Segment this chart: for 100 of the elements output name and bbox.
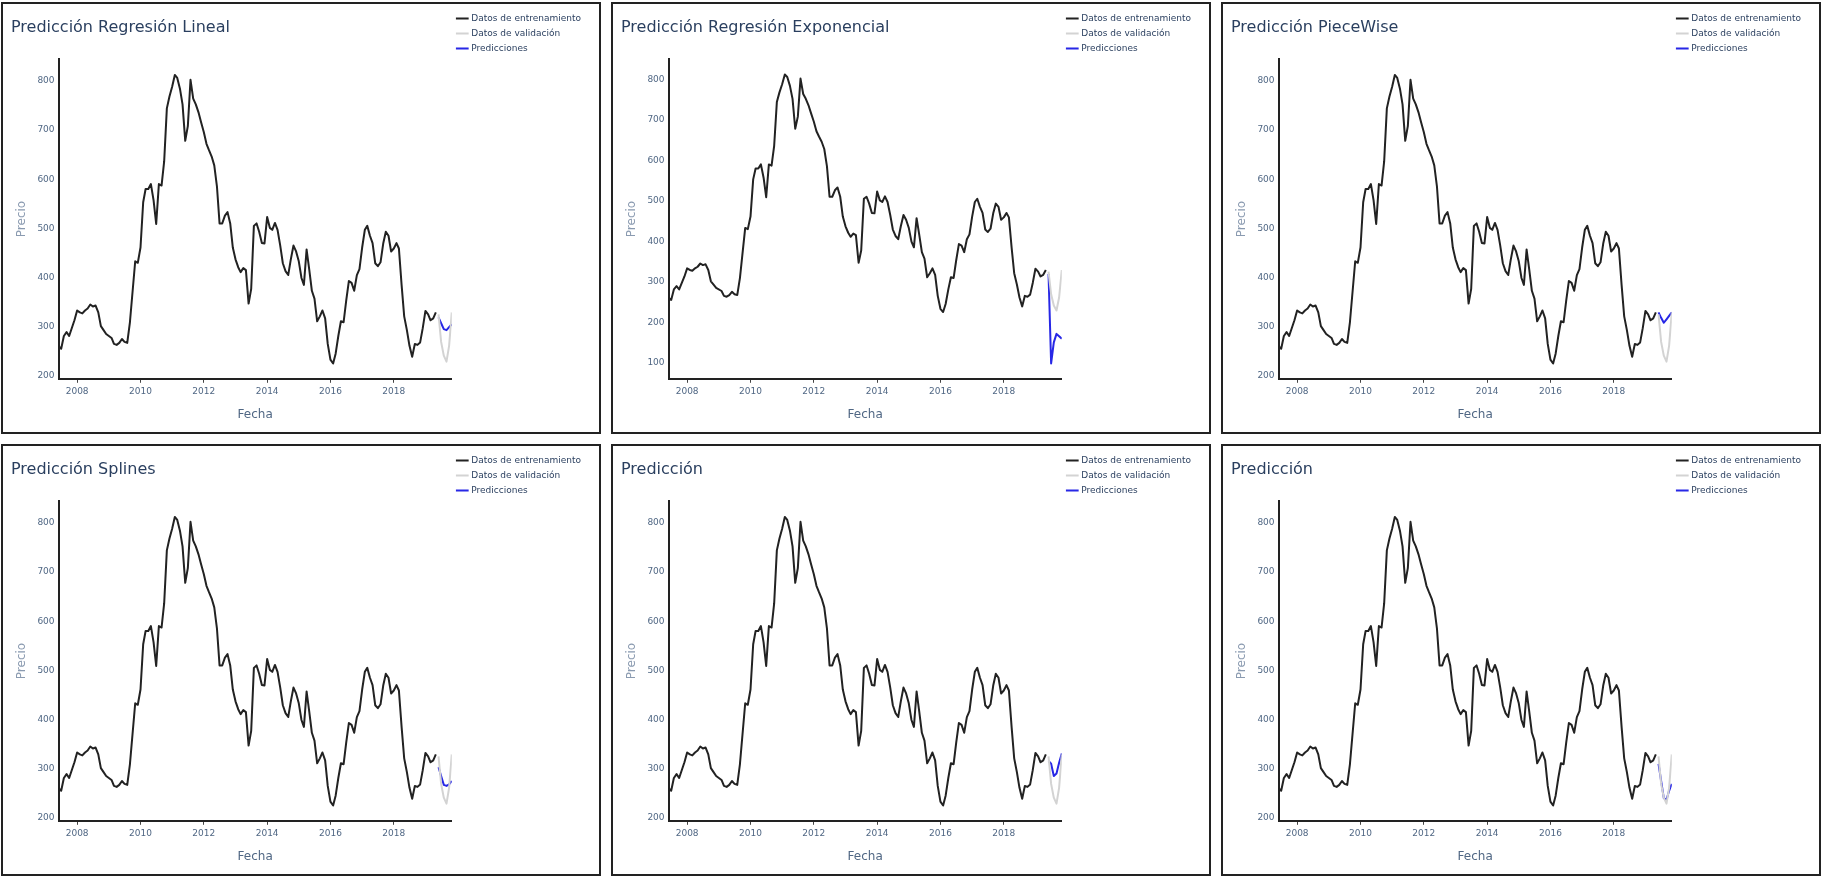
legend-label: Predicciones: [1691, 484, 1748, 495]
y-tick-label: 200: [647, 812, 665, 823]
y-tick-label: 400: [37, 713, 55, 724]
x-tick-label: 2014: [865, 385, 889, 396]
legend-label: Predicciones: [1081, 484, 1138, 495]
y-tick-label: 600: [37, 173, 55, 184]
y-tick-label: 400: [1257, 713, 1275, 724]
chart-title: Predicción: [621, 458, 704, 478]
x-tick-label: 2010: [739, 385, 763, 396]
x-tick-label: 2016: [318, 385, 343, 396]
legend-label: Datos de entrenamiento: [1081, 454, 1192, 465]
y-axis-title: Precio: [14, 642, 29, 680]
y-axis-title: Precio: [1234, 200, 1249, 238]
y-tick-label: 500: [37, 222, 55, 233]
y-tick-label: 800: [1257, 517, 1275, 528]
x-tick-label: 2012: [802, 827, 826, 838]
y-tick-label: 800: [1257, 75, 1275, 86]
y-tick-label: 300: [1257, 763, 1275, 774]
x-tick-label: 2010: [1349, 385, 1373, 396]
legend-label: Datos de validación: [1691, 27, 1781, 38]
x-tick-label: 2012: [1412, 827, 1436, 838]
chart-title: Predicción: [1231, 458, 1314, 478]
y-tick-label: 300: [647, 276, 665, 287]
y-tick-label: 200: [37, 370, 55, 381]
y-tick-label: 400: [647, 235, 665, 246]
y-tick-label: 700: [37, 566, 55, 577]
x-tick-label: 2012: [1412, 385, 1436, 396]
y-axis-title: Precio: [14, 200, 29, 238]
legend-label: Predicciones: [1691, 42, 1748, 53]
y-tick-label: 400: [1257, 271, 1275, 282]
chart-title: Predicción PieceWise: [1231, 16, 1399, 36]
chart-title: Predicción Splines: [11, 458, 156, 478]
legend-label: Datos de entrenamiento: [1081, 12, 1192, 23]
y-tick-label: 500: [1257, 664, 1275, 675]
x-tick-label: 2014: [255, 827, 279, 838]
x-tick-label: 2008: [675, 385, 699, 396]
y-tick-label: 300: [647, 763, 665, 774]
y-tick-label: 600: [1257, 615, 1275, 626]
x-axis-title: Fecha: [1457, 848, 1493, 863]
x-tick-label: 2014: [1475, 385, 1499, 396]
x-tick-label: 2018: [1602, 385, 1626, 396]
y-tick-label: 100: [647, 356, 665, 367]
x-tick-label: 2012: [192, 385, 216, 396]
x-tick-label: 2016: [928, 827, 953, 838]
legend-label: Predicciones: [471, 42, 528, 53]
x-tick-label: 2010: [1349, 827, 1373, 838]
y-tick-label: 600: [1257, 173, 1275, 184]
x-tick-label: 2008: [1285, 385, 1309, 396]
y-tick-label: 200: [1257, 812, 1275, 823]
y-tick-label: 600: [37, 615, 55, 626]
y-tick-label: 700: [647, 114, 665, 125]
x-axis-title: Fecha: [237, 406, 273, 421]
y-axis-title: Precio: [624, 200, 639, 238]
y-tick-label: 500: [647, 664, 665, 675]
y-tick-label: 800: [37, 517, 55, 528]
x-tick-label: 2008: [65, 827, 89, 838]
x-tick-label: 2010: [129, 827, 153, 838]
y-tick-label: 700: [1257, 566, 1275, 577]
x-tick-label: 2008: [675, 827, 699, 838]
legend-label: Datos de validación: [1691, 469, 1781, 480]
y-tick-label: 200: [37, 812, 55, 823]
y-tick-label: 400: [37, 271, 55, 282]
legend-label: Predicciones: [471, 484, 528, 495]
y-axis-title: Precio: [1234, 642, 1249, 680]
y-tick-label: 500: [1257, 222, 1275, 233]
legend-label: Datos de validación: [471, 27, 561, 38]
x-tick-label: 2010: [129, 385, 153, 396]
y-tick-label: 600: [647, 154, 665, 165]
legend-label: Datos de validación: [471, 469, 561, 480]
y-tick-label: 800: [37, 75, 55, 86]
x-tick-label: 2016: [928, 385, 953, 396]
x-tick-label: 2010: [739, 827, 763, 838]
x-axis-title: Fecha: [237, 848, 273, 863]
y-tick-label: 500: [647, 195, 665, 206]
x-tick-label: 2018: [382, 827, 406, 838]
y-tick-label: 300: [1257, 321, 1275, 332]
y-tick-label: 300: [37, 763, 55, 774]
x-tick-label: 2012: [192, 827, 216, 838]
y-tick-label: 200: [647, 316, 665, 327]
x-tick-label: 2012: [802, 385, 826, 396]
y-tick-label: 300: [37, 321, 55, 332]
x-tick-label: 2008: [1285, 827, 1309, 838]
legend-label: Datos de entrenamiento: [1691, 454, 1802, 465]
x-tick-label: 2016: [318, 827, 343, 838]
x-axis-title: Fecha: [847, 406, 883, 421]
x-tick-label: 2014: [1475, 827, 1499, 838]
y-tick-label: 500: [37, 664, 55, 675]
x-tick-label: 2018: [992, 827, 1016, 838]
y-tick-label: 600: [647, 615, 665, 626]
x-tick-label: 2016: [1538, 827, 1563, 838]
y-tick-label: 800: [647, 517, 665, 528]
legend-label: Datos de entrenamiento: [471, 454, 582, 465]
y-tick-label: 800: [647, 73, 665, 84]
x-tick-label: 2016: [1538, 385, 1563, 396]
y-tick-label: 700: [647, 566, 665, 577]
x-tick-label: 2018: [1602, 827, 1626, 838]
x-tick-label: 2018: [382, 385, 406, 396]
x-tick-label: 2014: [865, 827, 889, 838]
x-tick-label: 2008: [65, 385, 89, 396]
chart-title: Predicción Regresión Lineal: [11, 16, 230, 36]
